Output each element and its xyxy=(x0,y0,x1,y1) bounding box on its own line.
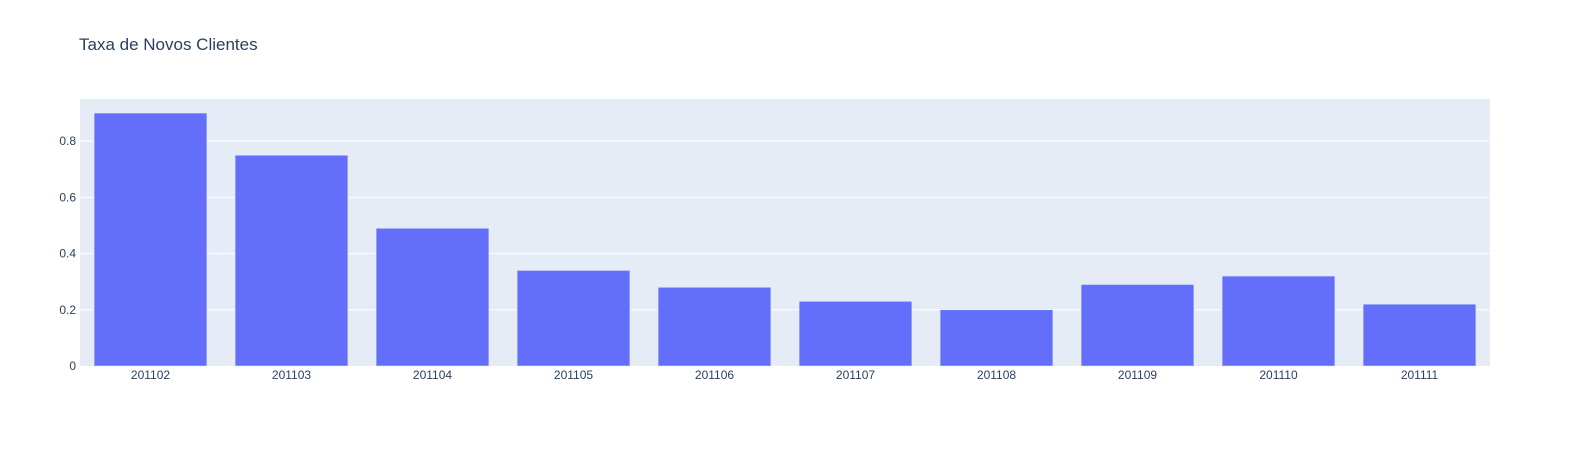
x-tick-label: 201106 xyxy=(695,368,734,382)
x-tick-label: 201110 xyxy=(1259,368,1298,382)
bar-201107[interactable] xyxy=(798,301,913,367)
x-tick-label: 201104 xyxy=(413,368,452,382)
x-tick-label: 201105 xyxy=(554,368,593,382)
y-tick-label: 0.6 xyxy=(59,190,76,204)
bar-201103[interactable] xyxy=(234,154,349,367)
x-axis: 201102 201103 201104 201105 201106 201107 2011… xyxy=(131,368,1439,382)
y-tick-label: 0.8 xyxy=(59,134,76,148)
y-tick-label: 0 xyxy=(69,359,76,373)
x-tick-label: 201107 xyxy=(836,368,875,382)
y-tick-label: 0.4 xyxy=(59,247,76,261)
bars xyxy=(93,112,1477,367)
bar-201104[interactable] xyxy=(375,228,490,367)
bar-201110[interactable] xyxy=(1221,275,1336,367)
bar-201111[interactable] xyxy=(1362,303,1477,367)
y-tick-label: 0.2 xyxy=(59,303,76,317)
chart-title: Taxa de Novos Clientes xyxy=(79,35,258,54)
bar-201105[interactable] xyxy=(516,270,631,367)
y-axis: 0 0.2 0.4 0.6 0.8 xyxy=(59,134,76,373)
bar-201106[interactable] xyxy=(657,287,772,367)
bar-201108[interactable] xyxy=(939,309,1054,367)
x-tick-label: 201111 xyxy=(1401,368,1439,382)
x-tick-label: 201103 xyxy=(272,368,311,382)
bar-201102[interactable] xyxy=(93,112,208,367)
x-tick-label: 201109 xyxy=(1118,368,1157,382)
x-tick-label: 201102 xyxy=(131,368,170,382)
x-tick-label: 201108 xyxy=(977,368,1016,382)
bar-201109[interactable] xyxy=(1080,284,1195,367)
